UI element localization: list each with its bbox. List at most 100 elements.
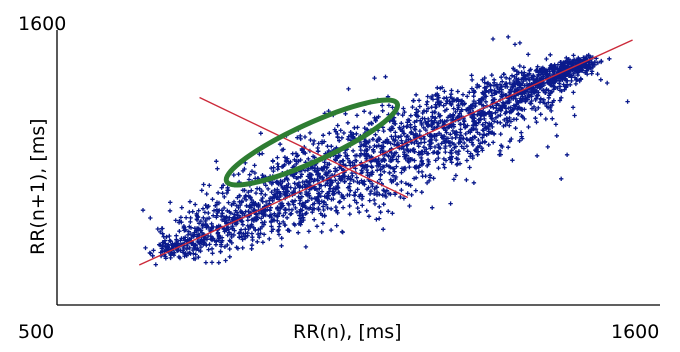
scatter-point (298, 157, 303, 163)
scatter-point (299, 172, 304, 177)
scatter-point (274, 214, 280, 219)
scatter-point (399, 179, 404, 185)
scatter-point (228, 211, 234, 216)
scatter-point (323, 171, 329, 177)
scatter-point (237, 235, 242, 240)
scatter-point (245, 218, 251, 223)
scatter-point (226, 187, 231, 193)
scatter-point (458, 130, 463, 135)
scatter-point (489, 72, 494, 78)
scatter-point (426, 178, 432, 184)
scatter-point (573, 81, 579, 87)
scatter-point (298, 216, 303, 221)
scatter-point (345, 137, 351, 142)
scatter-point (571, 90, 576, 95)
scatter-point (320, 175, 325, 180)
scatter-point (443, 149, 448, 155)
scatter-point (219, 240, 224, 245)
scatter-point (259, 197, 264, 203)
scatter-point (559, 88, 564, 94)
scatter-point (253, 190, 259, 196)
scatter-point (158, 250, 163, 255)
scatter-point (279, 236, 284, 241)
scatter-point (220, 191, 225, 196)
scatter-point (408, 113, 413, 118)
scatter-point (461, 136, 466, 141)
scatter-point (442, 119, 447, 124)
scatter-point (358, 144, 363, 149)
scatter-point (541, 82, 547, 88)
scatter-point (466, 107, 472, 113)
scatter-point (298, 174, 303, 179)
scatter-point (499, 75, 504, 80)
scatter-point (445, 136, 451, 141)
scatter-point (533, 68, 539, 74)
scatter-point (474, 85, 480, 90)
scatter-point (500, 79, 505, 84)
scatter-point (246, 189, 251, 195)
scatter-point (406, 159, 412, 165)
scatter-point (533, 116, 538, 121)
scatter-point (260, 173, 265, 178)
scatter-point (364, 167, 370, 173)
scatter-point (210, 251, 215, 256)
scatter-point (492, 119, 497, 124)
scatter-point (354, 175, 359, 180)
scatter-point (607, 56, 612, 61)
scatter-point (227, 230, 232, 235)
scatter-point (216, 234, 222, 239)
scatter-point (477, 84, 482, 89)
scatter-point (408, 183, 413, 188)
scatter-point (564, 55, 569, 61)
scatter-point (529, 75, 534, 80)
scatter-point (483, 88, 489, 93)
scatter-point (381, 128, 386, 134)
scatter-point (453, 173, 459, 178)
scatter-point (453, 135, 458, 140)
scatter-point (378, 177, 383, 182)
scatter-point (348, 130, 353, 135)
scatter-point (557, 98, 563, 103)
scatter-point (357, 153, 363, 159)
scatter-point (311, 138, 317, 144)
scatter-point (412, 124, 418, 129)
scatter-point (181, 224, 187, 229)
scatter-point (400, 113, 405, 118)
scatter-point (490, 36, 496, 42)
scatter-point (180, 250, 186, 255)
scatter-point (364, 139, 369, 145)
scatter-point (269, 214, 274, 220)
scatter-point (486, 142, 491, 147)
scatter-point (315, 168, 321, 173)
scatter-point (572, 113, 577, 118)
scatter-point (512, 74, 517, 80)
scatter-point (276, 164, 281, 169)
scatter-point (476, 100, 482, 106)
scatter-point (451, 106, 456, 111)
scatter-point (304, 206, 310, 211)
scatter-point (419, 121, 424, 126)
scatter-point (416, 144, 421, 149)
scatter-point (565, 63, 570, 68)
scatter-point (390, 166, 396, 171)
scatter-point (396, 135, 401, 140)
scatter-point (374, 138, 379, 144)
scatter-point (394, 182, 400, 187)
scatter-point (367, 138, 372, 144)
scatter-point (498, 112, 503, 118)
scatter-point (239, 198, 245, 204)
scatter-point (277, 191, 282, 196)
scatter-point (479, 102, 484, 107)
scatter-point (314, 187, 320, 193)
scatter-point (345, 192, 350, 198)
scatter-point (469, 77, 475, 83)
scatter-point (283, 192, 288, 197)
scatter-point (194, 217, 200, 223)
scatter-point (159, 246, 164, 251)
scatter-point (369, 181, 375, 187)
scatter-point (441, 96, 447, 101)
scatter-point (480, 77, 485, 82)
scatter-point (563, 78, 569, 83)
scatter-point (346, 134, 351, 139)
scatter-point (491, 83, 497, 88)
